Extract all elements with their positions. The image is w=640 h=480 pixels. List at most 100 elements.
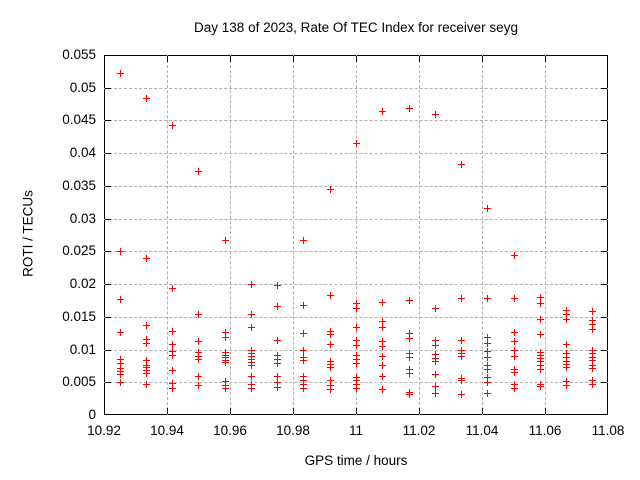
data-point-marker — [484, 354, 491, 361]
data-point-marker — [143, 370, 150, 377]
data-point-marker — [406, 354, 413, 361]
data-point-marker — [353, 305, 360, 312]
data-point-marker — [248, 385, 255, 392]
data-point-marker — [406, 105, 413, 112]
data-point-marker — [300, 385, 307, 392]
x-tick-top — [356, 56, 357, 62]
data-point-marker — [484, 348, 491, 355]
x-gridline — [545, 55, 546, 415]
x-tick-top — [419, 56, 420, 62]
data-point-marker — [117, 70, 124, 77]
data-point-marker — [143, 95, 150, 102]
data-point-marker — [537, 362, 544, 369]
data-point-marker — [511, 329, 518, 336]
data-point-marker — [511, 295, 518, 302]
y-tick-right — [601, 382, 607, 383]
data-point-marker — [537, 316, 544, 323]
data-point-marker — [327, 382, 334, 389]
data-point-marker — [143, 322, 150, 329]
data-point-marker — [143, 340, 150, 347]
data-point-marker — [432, 358, 439, 365]
data-point-marker — [537, 358, 544, 365]
data-point-marker — [353, 342, 360, 349]
x-tick-bottom — [167, 408, 168, 414]
data-point-marker — [248, 281, 255, 288]
data-point-marker — [537, 383, 544, 390]
y-tick-left — [105, 120, 111, 121]
data-point-marker — [379, 324, 386, 331]
y-tick-label: 0.055 — [62, 47, 96, 62]
data-point-marker — [222, 378, 229, 385]
y-tick-label: 0.02 — [69, 276, 96, 291]
data-point-marker — [511, 353, 518, 360]
data-point-marker — [169, 285, 176, 292]
x-tick-bottom — [482, 408, 483, 414]
x-tick-bottom — [356, 408, 357, 414]
data-point-marker — [563, 316, 570, 323]
data-point-marker — [169, 385, 176, 392]
data-point-marker — [432, 351, 439, 358]
data-point-marker — [589, 317, 596, 324]
data-point-marker — [379, 338, 386, 345]
x-tick-label: 10.94 — [150, 423, 184, 438]
data-point-marker — [379, 362, 386, 369]
data-point-marker — [327, 386, 334, 393]
data-point-marker — [563, 307, 570, 314]
data-point-marker — [117, 371, 124, 378]
x-gridline — [293, 55, 294, 415]
data-point-marker — [300, 377, 307, 384]
data-point-marker — [274, 303, 281, 310]
data-point-marker — [300, 381, 307, 388]
x-tick-label: 10.92 — [87, 423, 121, 438]
data-point-marker — [379, 373, 386, 380]
data-point-marker — [511, 369, 518, 376]
x-tick-bottom — [230, 408, 231, 414]
data-point-marker — [511, 338, 518, 345]
y-tick-right — [601, 284, 607, 285]
y-tick-left — [105, 219, 111, 220]
y-axis-label: ROTI / TECUs — [20, 190, 36, 277]
data-point-marker — [379, 299, 386, 306]
x-gridline — [167, 55, 168, 415]
data-point-marker — [353, 352, 360, 359]
x-tick-label: 11.02 — [402, 423, 436, 438]
data-point-marker — [300, 357, 307, 364]
data-point-marker — [248, 311, 255, 318]
data-point-marker — [484, 379, 491, 386]
y-tick-left — [105, 317, 111, 318]
data-point-marker — [222, 334, 229, 341]
data-point-marker — [537, 294, 544, 301]
x-tick-top — [545, 56, 546, 62]
y-tick-right — [601, 251, 607, 252]
data-point-marker — [117, 329, 124, 336]
x-axis-label: GPS time / hours — [304, 453, 408, 468]
data-point-marker — [274, 352, 281, 359]
data-point-marker — [353, 381, 360, 388]
x-tick-top — [230, 56, 231, 62]
x-tick-top — [482, 56, 483, 62]
data-point-marker — [195, 349, 202, 356]
data-point-marker — [458, 337, 465, 344]
data-point-marker — [484, 366, 491, 373]
x-gridline — [419, 55, 420, 415]
data-point-marker — [117, 296, 124, 303]
y-tick-label: 0.015 — [62, 309, 96, 324]
data-point-marker — [484, 390, 491, 397]
data-point-marker — [274, 379, 281, 386]
data-point-marker — [248, 324, 255, 331]
data-point-marker — [353, 337, 360, 344]
data-point-marker — [222, 329, 229, 336]
y-tick-label: 0.03 — [69, 211, 96, 226]
data-point-marker — [484, 374, 491, 381]
y-tick-right — [601, 88, 607, 89]
y-tick-label: 0 — [88, 407, 96, 422]
chart-title: Day 138 of 2023, Rate Of TEC Index for r… — [194, 20, 518, 35]
data-point-marker — [327, 377, 334, 384]
data-point-marker — [300, 237, 307, 244]
data-point-marker — [406, 330, 413, 337]
data-point-marker — [195, 168, 202, 175]
x-tick-bottom — [545, 408, 546, 414]
data-point-marker — [537, 300, 544, 307]
y-tick-right — [601, 153, 607, 154]
